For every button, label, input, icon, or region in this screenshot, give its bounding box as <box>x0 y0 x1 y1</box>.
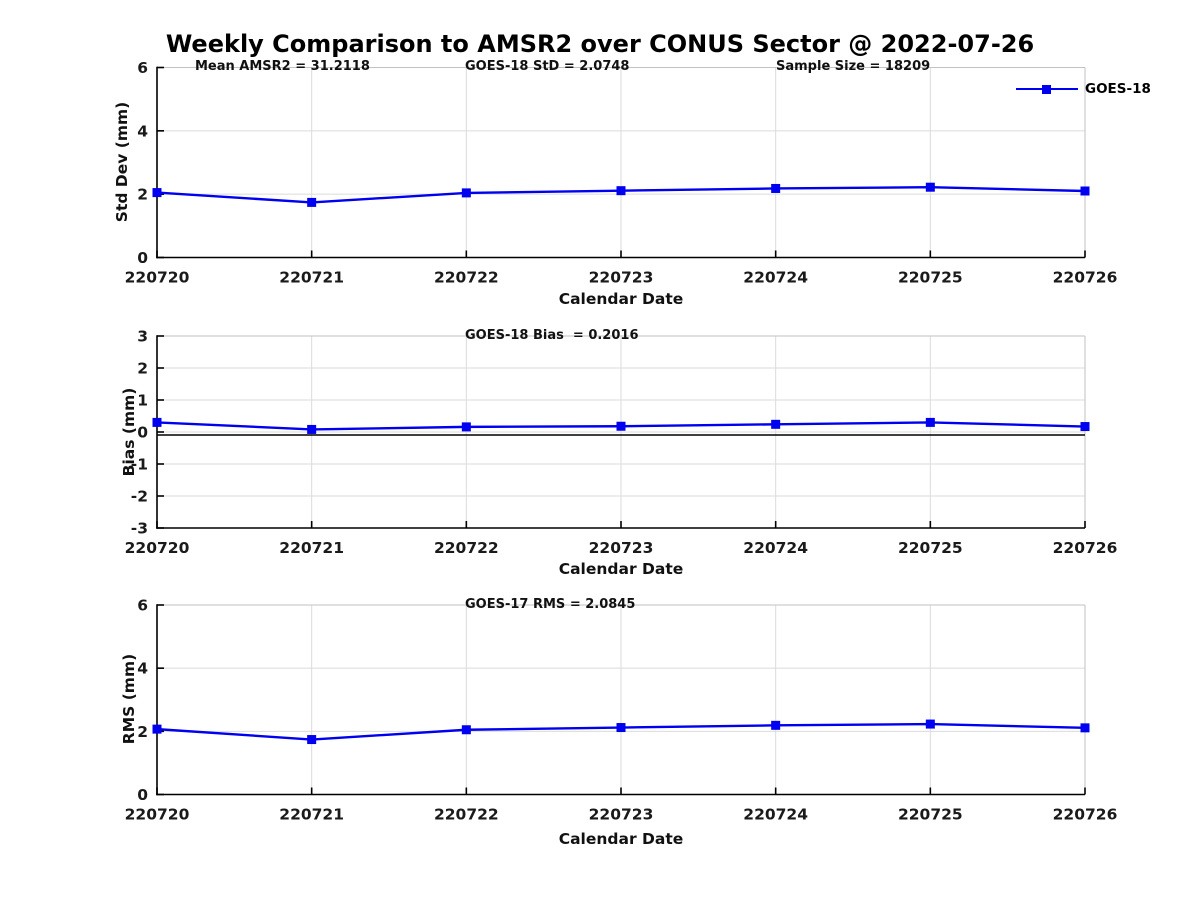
svg-text:220723: 220723 <box>589 806 654 824</box>
svg-text:220725: 220725 <box>898 539 963 557</box>
svg-text:3: 3 <box>137 328 148 346</box>
svg-text:1: 1 <box>137 392 148 410</box>
svg-text:220724: 220724 <box>743 539 808 557</box>
svg-text:0: 0 <box>137 249 148 267</box>
legend: GOES-18 <box>1016 81 1151 97</box>
chart-title: Weekly Comparison to AMSR2 over CONUS Se… <box>165 30 1035 58</box>
svg-text:220720: 220720 <box>125 539 190 557</box>
rms-y-axis-label: RMS (mm) <box>120 653 138 745</box>
svg-text:-3: -3 <box>131 520 148 538</box>
svg-text:220720: 220720 <box>125 806 190 824</box>
legend-line-sample <box>1016 84 1078 94</box>
bias-x-axis-label: Calendar Date <box>558 560 684 578</box>
stddev-x-axis-label: Calendar Date <box>558 290 684 308</box>
svg-text:220724: 220724 <box>743 806 808 824</box>
svg-text:220725: 220725 <box>898 806 963 824</box>
svg-text:4: 4 <box>137 122 148 140</box>
svg-text:220723: 220723 <box>589 539 654 557</box>
annotation-goes18-std: GOES-18 StD = 2.0748 <box>465 59 630 74</box>
svg-text:220722: 220722 <box>434 269 499 287</box>
annotation-mean-amsr2: Mean AMSR2 = 31.2118 <box>195 59 370 74</box>
svg-text:220722: 220722 <box>434 806 499 824</box>
svg-text:220723: 220723 <box>589 269 654 287</box>
stddev-y-axis-label: Std Dev (mm) <box>113 101 131 223</box>
svg-text:220721: 220721 <box>279 806 344 824</box>
svg-text:220724: 220724 <box>743 269 808 287</box>
annotation-goes18-bias: GOES-18 Bias = 0.2016 <box>465 328 639 343</box>
svg-text:2: 2 <box>137 186 148 204</box>
svg-text:220720: 220720 <box>125 269 190 287</box>
legend-series-label: GOES-18 <box>1085 81 1151 97</box>
svg-text:-2: -2 <box>131 488 148 506</box>
svg-text:220726: 220726 <box>1053 269 1118 287</box>
svg-text:-1: -1 <box>131 456 148 474</box>
svg-text:2: 2 <box>137 360 148 378</box>
svg-text:220721: 220721 <box>279 269 344 287</box>
annotation-goes17-rms: GOES-17 RMS = 2.0845 <box>465 597 636 612</box>
svg-text:4: 4 <box>137 660 148 678</box>
legend-square-marker-icon <box>1042 84 1051 94</box>
rms-x-axis-label: Calendar Date <box>558 830 684 848</box>
svg-text:220725: 220725 <box>898 269 963 287</box>
svg-text:0: 0 <box>137 424 148 442</box>
svg-text:220726: 220726 <box>1053 539 1118 557</box>
annotation-sample-size: Sample Size = 18209 <box>776 59 931 74</box>
bias-y-axis-label: Bias (mm) <box>120 387 138 477</box>
svg-text:0: 0 <box>137 786 148 804</box>
svg-text:220721: 220721 <box>279 539 344 557</box>
svg-text:220726: 220726 <box>1053 806 1118 824</box>
svg-text:6: 6 <box>137 59 148 77</box>
svg-text:2: 2 <box>137 723 148 741</box>
svg-text:220722: 220722 <box>434 539 499 557</box>
svg-text:6: 6 <box>137 597 148 615</box>
